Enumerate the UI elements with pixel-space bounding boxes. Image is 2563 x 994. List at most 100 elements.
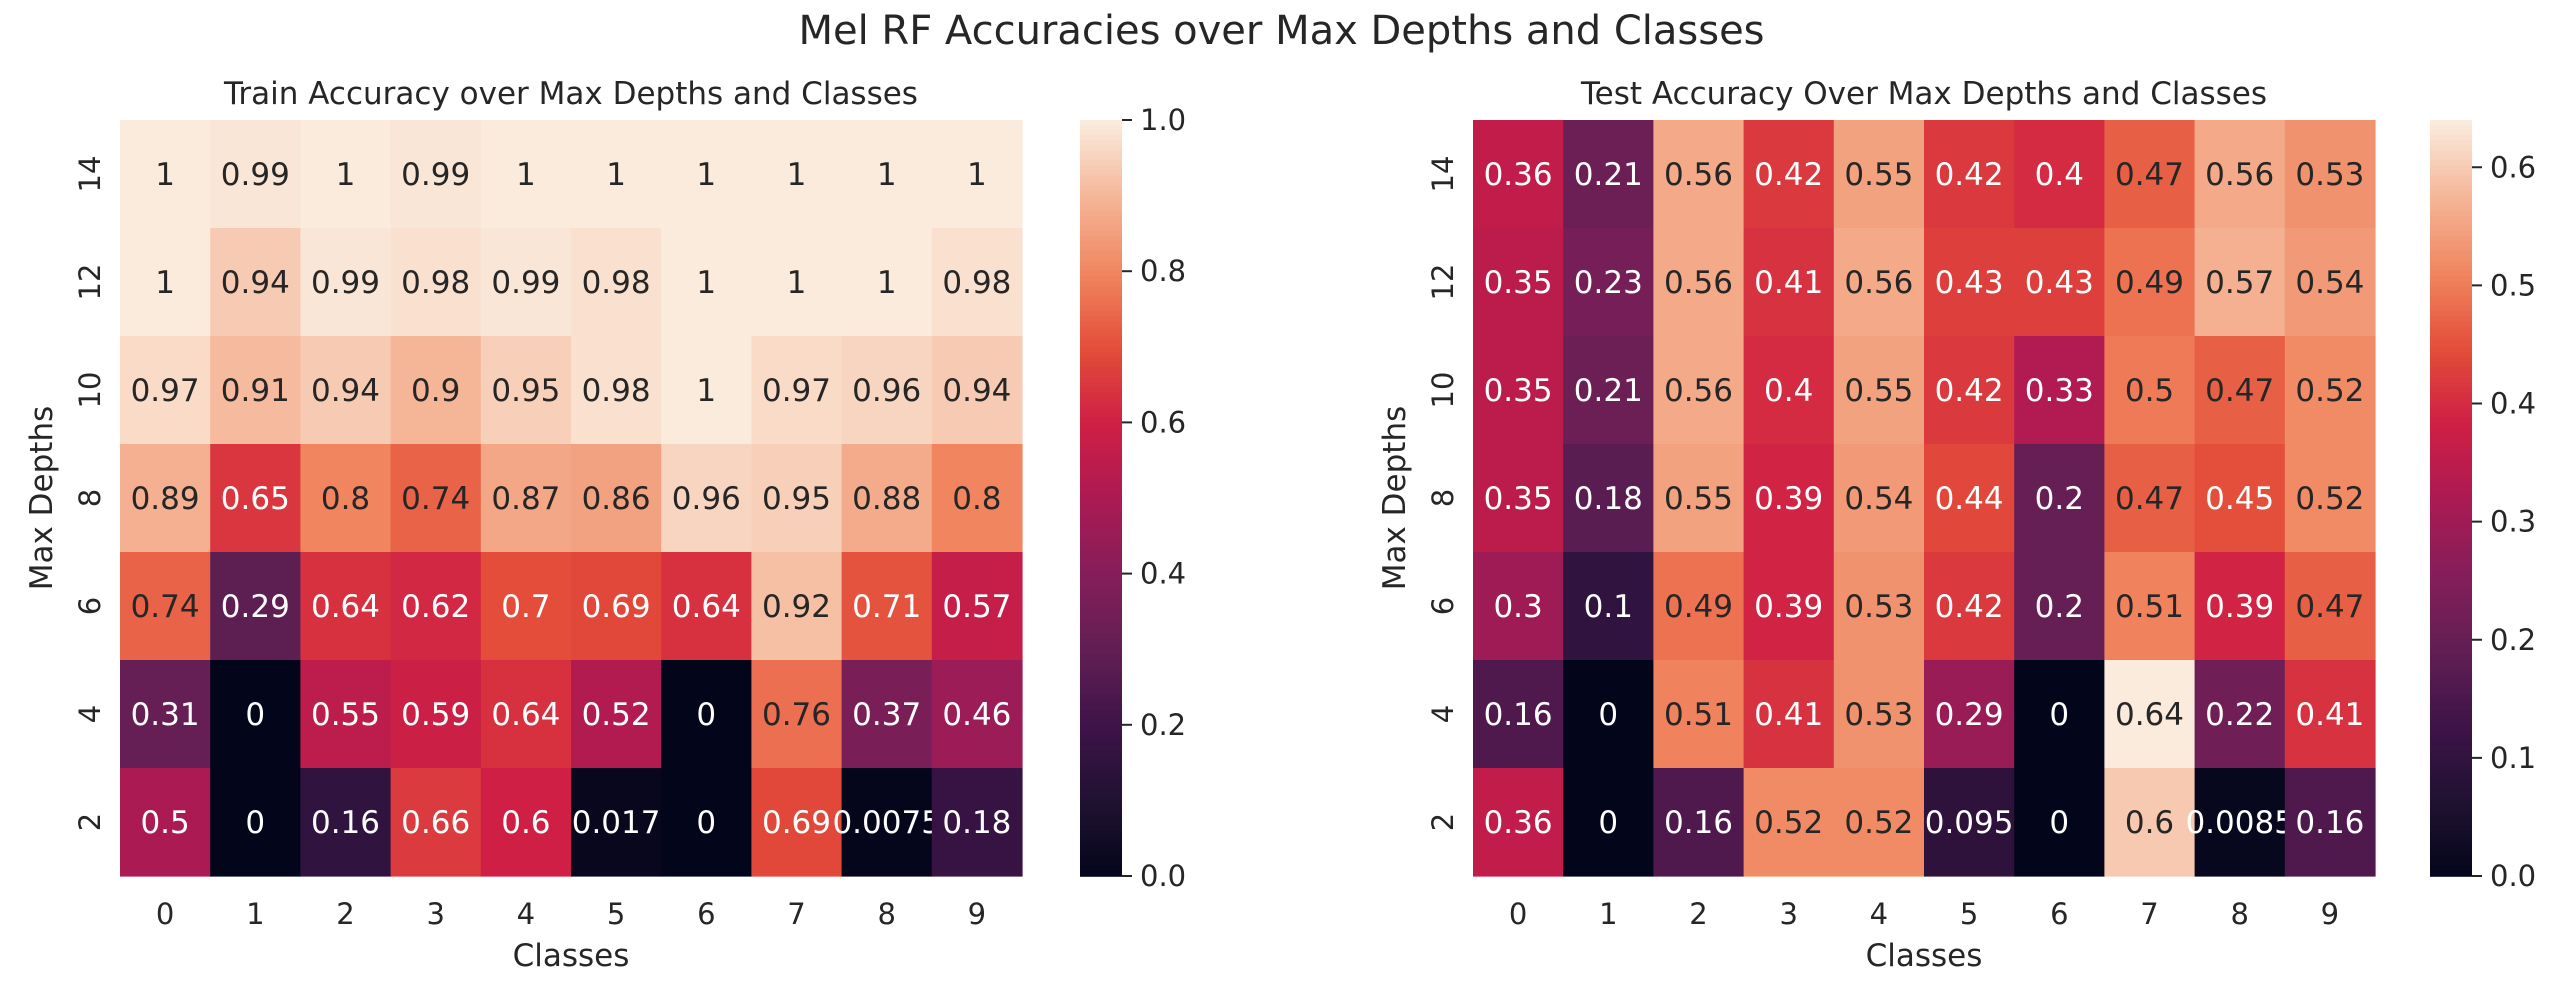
test-cell-label: 0.54 — [2295, 265, 2364, 301]
train-colorbar-segment — [1080, 593, 1122, 600]
train-colorbar-segment — [1080, 729, 1122, 736]
figure-title: Mel RF Accuracies over Max Depths and Cl… — [798, 8, 1765, 54]
test-heatmap-cell — [1924, 444, 2015, 553]
train-colorbar-segment — [1080, 492, 1122, 499]
test-colorbar-segment — [2430, 316, 2472, 323]
test-colorbar-segment — [2430, 130, 2472, 136]
train-cell-label: 0.91 — [221, 373, 290, 409]
test-cell-label: 0.2 — [2035, 589, 2084, 625]
train-colorbar-segment — [1080, 659, 1122, 666]
test-colorbar-segment — [2430, 533, 2472, 540]
test-cell-label: 0.47 — [2115, 157, 2184, 193]
train-colorbar-segment — [1080, 830, 1122, 837]
train-x-tick-label: 9 — [968, 897, 986, 931]
test-colorbar-segment — [2430, 664, 2472, 671]
train-cell-label: 0.55 — [311, 697, 380, 733]
test-cell-label: 0.42 — [1935, 373, 2004, 409]
train-heatmap-cell — [931, 444, 1023, 553]
train-heatmap-cell — [571, 120, 662, 229]
train-colorbar-segment — [1080, 266, 1122, 272]
test-x-tick-label: 2 — [1689, 897, 1707, 931]
test-colorbar-segment — [2430, 230, 2472, 237]
test-heatmap-cell — [1653, 336, 1745, 445]
train-colorbar-segment — [1080, 558, 1122, 565]
train-colorbar-segment — [1080, 235, 1122, 242]
test-cell-label: 0.47 — [2295, 589, 2364, 625]
test-colorbar-segment — [2430, 775, 2472, 782]
test-heatmap-cell — [1924, 336, 2015, 445]
test-heatmap-cell — [2284, 120, 2376, 229]
train-cell-label: 0.017 — [572, 805, 661, 841]
train-heatmap-cell — [751, 120, 843, 229]
test-colorbar-segment — [2430, 724, 2472, 731]
train-heatmap-cell — [210, 336, 301, 445]
test-heatmap-cell — [2014, 120, 2105, 229]
train-colorbar-segment — [1080, 402, 1122, 409]
test-colorbar-segment — [2430, 442, 2472, 449]
train-colorbar-segment — [1080, 397, 1122, 404]
test-cell-label: 0.43 — [1935, 265, 2004, 301]
test-colorbar-segment — [2430, 588, 2472, 595]
train-cell-label: 0 — [696, 697, 716, 733]
test-heatmap-cell — [1473, 228, 1564, 337]
test-heatmap-cell — [2284, 444, 2376, 553]
test-colorbar-segment — [2430, 840, 2472, 847]
test-colorbar-segment — [2430, 729, 2472, 736]
train-y-tick-label: 12 — [73, 264, 107, 301]
train-colorbar-segment — [1080, 508, 1122, 514]
test-heatmap-cell — [1563, 444, 1654, 553]
test-colorbar-tick-label: 0.5 — [2490, 268, 2536, 302]
train-heatmap-cell — [931, 228, 1023, 337]
train-colorbar-segment — [1080, 467, 1122, 474]
train-cell-label: 0.7 — [501, 589, 550, 625]
test-colorbar-segment — [2430, 523, 2472, 530]
test-colorbar-segment — [2430, 281, 2472, 288]
test-cell-label: 0.29 — [1935, 697, 2004, 733]
test-cell-label: 0.56 — [1664, 373, 1733, 409]
train-colorbar-segment — [1080, 291, 1122, 298]
train-cell-label: 0.65 — [221, 481, 290, 517]
test-cell-label: 0.1 — [1584, 589, 1633, 625]
test-colorbar-segment — [2430, 568, 2472, 575]
test-heatmap-cell — [1924, 552, 2015, 661]
test-heatmap-cell — [1743, 336, 1835, 445]
train-colorbar-segment — [1080, 140, 1122, 146]
train-colorbar-segment — [1080, 714, 1122, 721]
train-colorbar-segment — [1080, 392, 1122, 398]
train-heatmap-cell — [841, 228, 933, 337]
train-colorbar-segment — [1080, 739, 1122, 746]
train-colorbar-segment — [1080, 442, 1122, 449]
test-colorbar-segment — [2430, 195, 2472, 202]
train-cell-label: 0.96 — [852, 373, 921, 409]
train-cell-label: 0.57 — [942, 589, 1011, 625]
train-colorbar-segment — [1080, 261, 1122, 267]
test-heatmap-cell — [2284, 660, 2376, 769]
train-colorbar-segment — [1080, 321, 1122, 328]
train-heatmap-cell — [480, 768, 572, 877]
test-heatmap-cell — [2194, 552, 2286, 661]
test-heatmap-cell — [2284, 228, 2376, 337]
test-colorbar-segment — [2430, 815, 2472, 822]
test-x-tick-label: 8 — [2230, 897, 2248, 931]
test-colorbar-segment — [2430, 372, 2472, 378]
test-cell-label: 0.47 — [2115, 481, 2184, 517]
train-heatmap-cell — [300, 768, 392, 877]
train-heatmap-cell — [390, 552, 482, 661]
test-heatmap-cell — [2014, 768, 2105, 877]
train-cell-label: 0.71 — [852, 589, 921, 625]
test-colorbar-segment — [2430, 765, 2472, 771]
train-x-tick-label: 5 — [607, 897, 625, 931]
train-cell-label: 0.94 — [221, 265, 290, 301]
test-heatmap-cell — [1563, 660, 1654, 769]
train-cell-label: 0.86 — [582, 481, 651, 517]
train-cell-label: 0.6 — [501, 805, 550, 841]
train-heatmap-cell — [480, 336, 572, 445]
train-colorbar-segment — [1080, 865, 1122, 872]
train-heatmap-cell — [751, 768, 843, 877]
train-heatmap-cell — [480, 228, 572, 337]
test-colorbar-segment — [2430, 528, 2472, 535]
test-colorbar-segment — [2430, 251, 2472, 257]
train-colorbar-segment — [1080, 588, 1122, 595]
train-heatmap-cell — [120, 120, 211, 229]
test-colorbar-segment — [2430, 392, 2472, 398]
